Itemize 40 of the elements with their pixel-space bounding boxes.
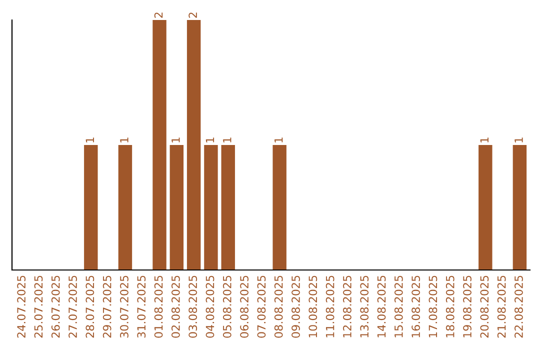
x-tick-label: 19.08.2025 xyxy=(463,276,472,338)
x-tick-label: 13.08.2025 xyxy=(360,276,369,338)
x-tick-label: 29.07.2025 xyxy=(102,276,112,338)
x-tick-label: 03.08.2025 xyxy=(188,276,198,338)
data-label: 1 xyxy=(120,138,128,142)
data-label: 2 xyxy=(154,12,163,18)
x-tick-label: 26.07.2025 xyxy=(51,276,60,338)
x-tick-label: 22.08.2025 xyxy=(514,276,523,338)
x-tick-label: 16.08.2025 xyxy=(412,276,420,338)
data-label: 2 xyxy=(188,12,197,18)
x-tick-label: 04.08.2025 xyxy=(206,276,214,338)
data-label: 1 xyxy=(206,138,214,142)
x-tick-label: 01.08.2025 xyxy=(154,276,163,338)
x-tick-label: 15.08.2025 xyxy=(394,276,403,338)
x-tick-label: 07.08.2025 xyxy=(257,276,266,338)
x-tick-label: 28.07.2025 xyxy=(86,276,94,338)
x-tick-label: 12.08.2025 xyxy=(343,276,352,338)
data-label: 1 xyxy=(514,138,523,142)
data-label: 1 xyxy=(274,138,283,142)
data-label: 1 xyxy=(172,138,180,142)
x-tick-label: 21.08.2025 xyxy=(497,276,506,338)
x-tick-label: 24.07.2025 xyxy=(17,276,26,338)
x-tick-label: 30.07.2025 xyxy=(120,276,128,338)
x-tick-label: 09.08.2025 xyxy=(292,276,300,338)
data-label: 1 xyxy=(480,138,488,142)
x-tick-label: 18.08.2025 xyxy=(446,276,454,338)
x-tick-label: 11.08.2025 xyxy=(326,276,334,338)
x-tick-label: 02.08.2025 xyxy=(171,276,180,338)
data-label: 1 xyxy=(86,138,94,142)
x-tick-label: 17.08.2025 xyxy=(428,276,438,338)
x-tick-label: 20.08.2025 xyxy=(480,276,489,338)
x-tick-label: 25.07.2025 xyxy=(34,276,43,338)
x-tick-label: 06.08.2025 xyxy=(240,276,248,338)
x-tick-label: 31.07.2025 xyxy=(137,276,146,338)
x-tick-label: 05.08.2025 xyxy=(222,276,232,338)
x-tick-label: 14.08.2025 xyxy=(377,276,386,338)
x-tick-label: 08.08.2025 xyxy=(274,276,283,338)
data-label: 1 xyxy=(223,138,232,142)
x-tick-label: 10.08.2025 xyxy=(308,276,318,338)
x-tick-label: 27.07.2025 xyxy=(68,276,77,338)
